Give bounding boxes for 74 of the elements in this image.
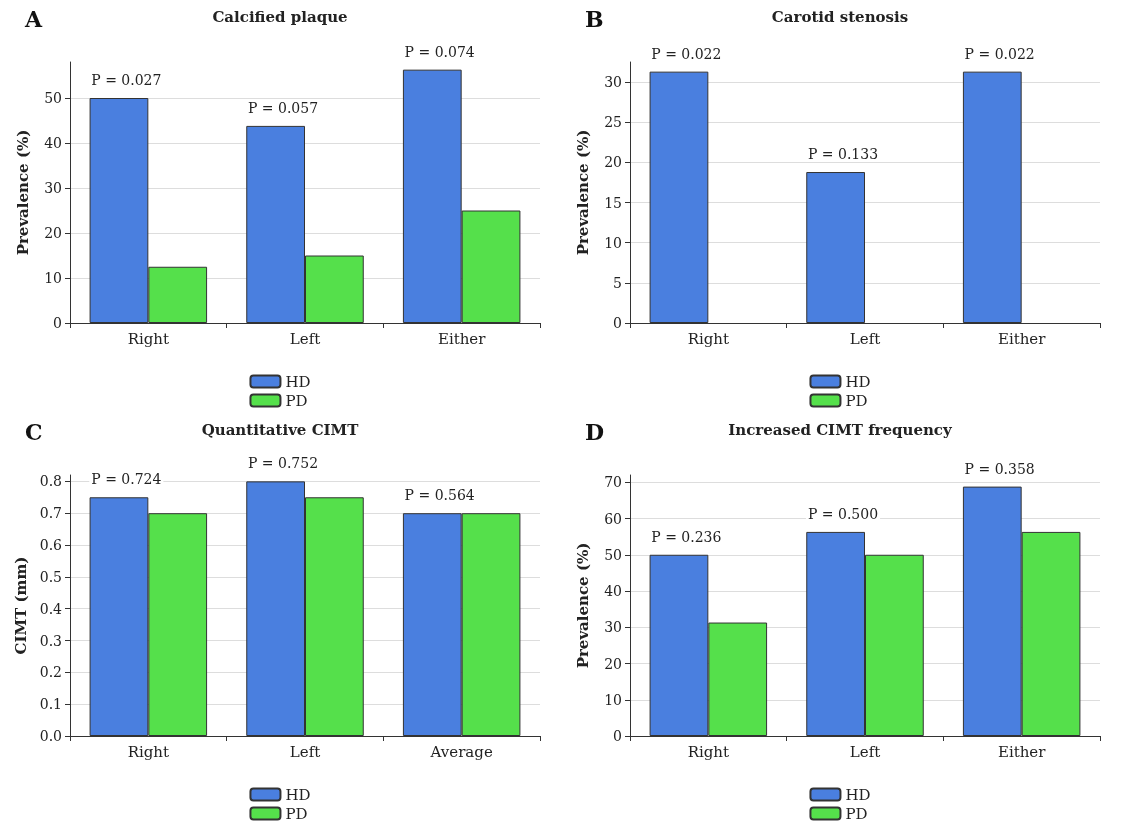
annotation: P = 0.022 <box>964 45 1035 62</box>
x-tick-label: Right <box>127 329 170 348</box>
x-tick-label: Left <box>289 329 321 348</box>
legend-label: HD <box>285 372 311 391</box>
y-tick-label: 20 <box>44 225 62 241</box>
annotation: P = 0.027 <box>91 72 162 88</box>
legend-label: PD <box>285 391 308 410</box>
annotation: P = 0.724 <box>91 471 162 488</box>
y-axis-title: Prevalence (%) <box>13 129 32 256</box>
annotation: P = 0.752 <box>247 455 319 472</box>
y-tick-label: 10 <box>604 234 622 251</box>
y-tick-label: 0.3 <box>39 632 62 649</box>
legend-label: PD <box>845 804 868 823</box>
y-tick-label: 50 <box>604 546 622 563</box>
annotation: P = 0.022 <box>651 45 722 62</box>
x-tick-label: Left <box>849 329 881 348</box>
annotation: P = 0.133 <box>807 146 879 163</box>
y-tick-label: 30 <box>44 180 62 196</box>
y-tick-label: 40 <box>604 583 622 599</box>
legend-label: HD <box>845 372 871 391</box>
x-tick-label: Either <box>437 329 487 348</box>
y-tick-label: 0.5 <box>39 568 62 585</box>
annotation: P = 0.564 <box>404 487 475 504</box>
annotation: P = 0.358 <box>964 460 1035 477</box>
chart-title: Increased CIMT frequency <box>728 420 953 439</box>
text: B <box>585 6 604 32</box>
legend-label: PD <box>285 804 308 823</box>
x-tick-label: Either <box>997 329 1047 348</box>
chart-title: Carotid stenosis <box>771 7 909 26</box>
y-tick-label: 10 <box>44 270 62 286</box>
y-tick-label: 30 <box>604 74 622 91</box>
legend-label: PD <box>845 391 868 410</box>
y-tick-label: 20 <box>604 655 622 672</box>
y-tick-label: 10 <box>604 691 622 708</box>
y-tick-label: 0.1 <box>39 696 62 713</box>
y-tick-label: 0.7 <box>39 505 62 522</box>
legend-label: HD <box>845 785 871 804</box>
y-axis-title: Prevalence (%) <box>573 129 592 256</box>
annotation: P = 0.500 <box>807 505 879 522</box>
y-tick-label: 5 <box>613 274 622 291</box>
y-tick-label: 20 <box>604 154 622 171</box>
y-tick-label: 40 <box>44 135 62 151</box>
y-tick-label: 50 <box>44 90 62 106</box>
y-tick-label: 0.8 <box>39 473 62 490</box>
x-tick-label: Left <box>289 742 321 761</box>
x-tick-label: Right <box>127 742 170 761</box>
y-tick-label: 0 <box>613 315 622 331</box>
annotation: P = 0.236 <box>651 528 722 545</box>
text: A <box>24 6 43 32</box>
chart-title: Quantitative CIMT <box>201 420 360 439</box>
y-tick-label: 0 <box>613 728 622 744</box>
y-tick-label: 60 <box>604 510 622 527</box>
y-tick-label: 0.0 <box>39 728 62 744</box>
annotation: P = 0.057 <box>247 99 319 116</box>
y-tick-label: 25 <box>604 114 622 131</box>
y-tick-label: 0 <box>53 315 62 331</box>
annotation: P = 0.074 <box>404 43 475 60</box>
y-tick-label: 70 <box>604 474 622 491</box>
y-tick-label: 30 <box>604 619 622 636</box>
x-tick-label: Either <box>997 742 1047 761</box>
x-tick-label: Right <box>687 329 730 348</box>
chart-title: Calcified plaque <box>212 7 348 26</box>
y-tick-label: 15 <box>604 194 622 211</box>
y-tick-label: 0.6 <box>39 537 63 554</box>
y-tick-label: 0.2 <box>39 664 62 681</box>
y-tick-label: 0.4 <box>39 600 63 617</box>
x-tick-label: Average <box>429 742 493 761</box>
text: C <box>25 419 43 445</box>
x-tick-label: Left <box>849 742 881 761</box>
y-axis-title: CIMT (mm) <box>12 556 31 655</box>
legend-label: HD <box>285 785 311 804</box>
text: D <box>585 419 605 445</box>
x-tick-label: Right <box>687 742 730 761</box>
y-axis-title: Prevalence (%) <box>573 542 592 669</box>
